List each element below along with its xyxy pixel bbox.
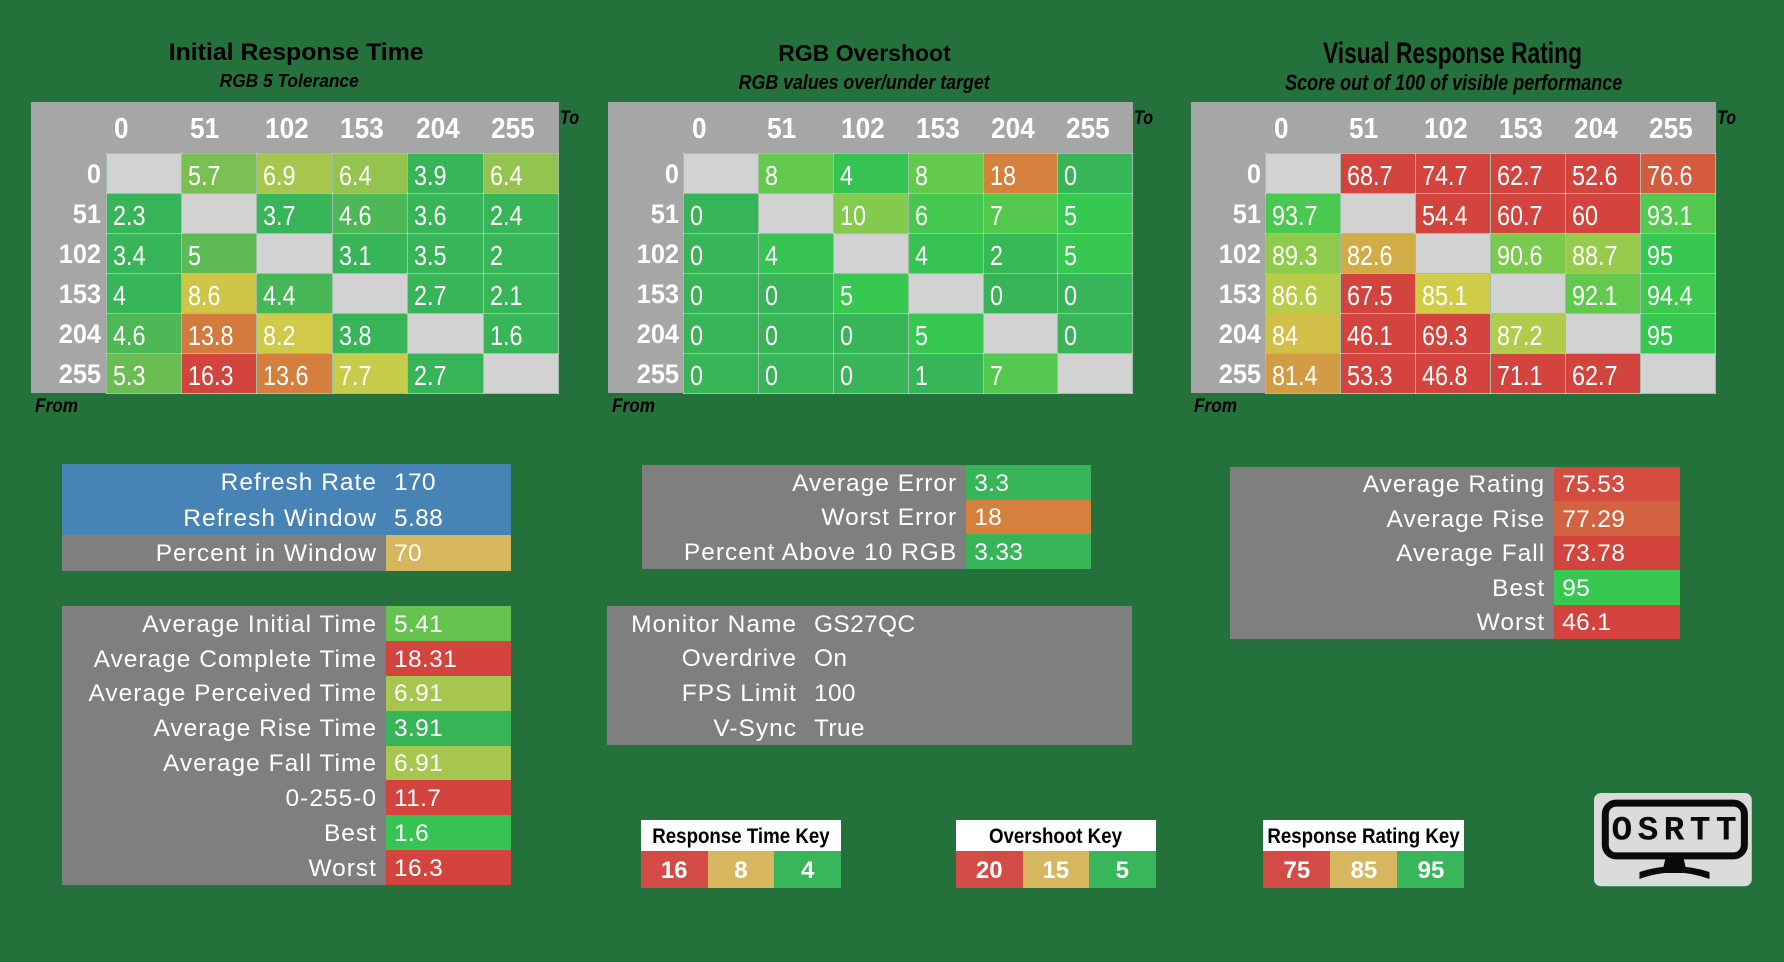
svg-text:OSRTT: OSRTT: [1612, 812, 1742, 851]
